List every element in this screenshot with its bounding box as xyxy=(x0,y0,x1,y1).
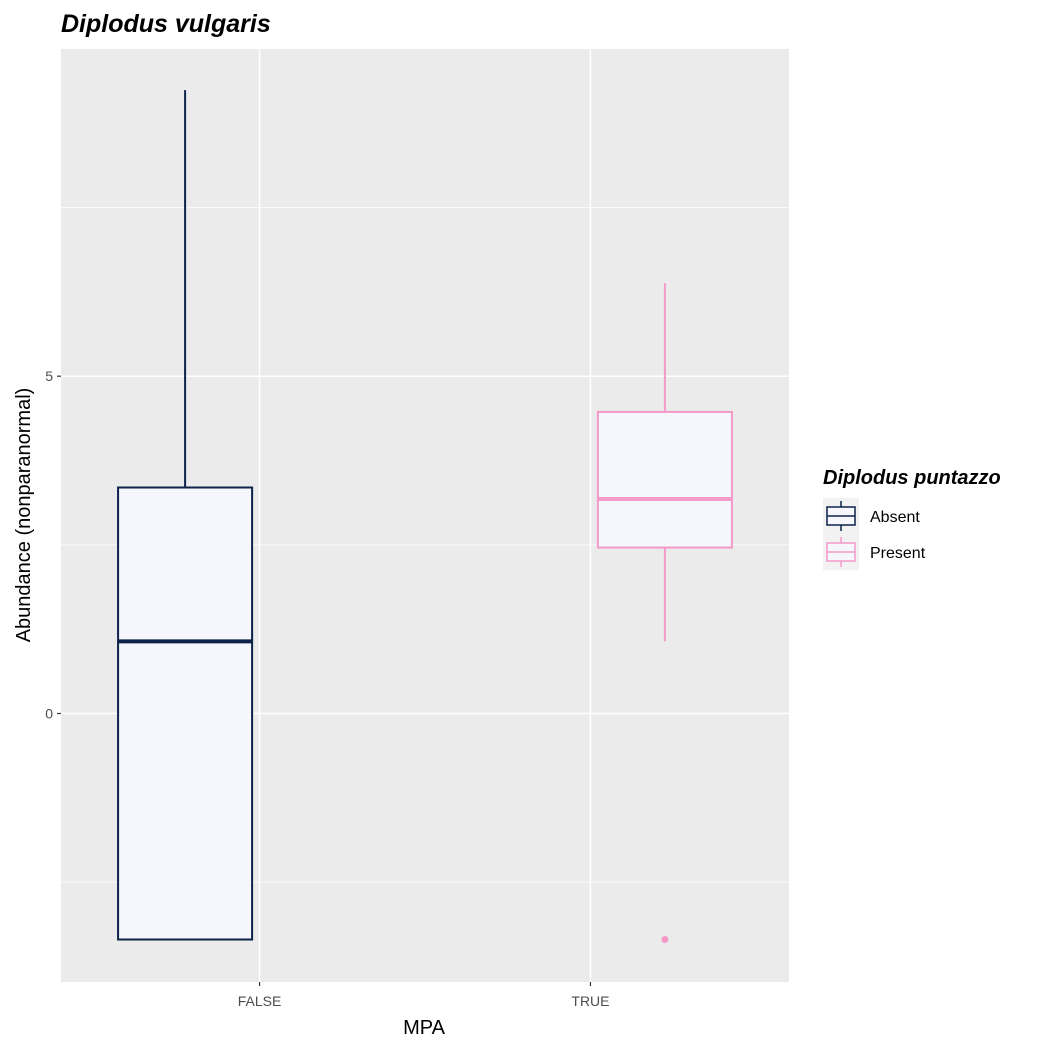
legend-key-present: Present xyxy=(823,534,926,570)
legend-key-absent: Absent xyxy=(823,498,920,534)
y-tick-label: 0 xyxy=(45,706,53,722)
x-tick-label: TRUE xyxy=(571,993,609,1009)
x-axis-ticks: FALSE TRUE xyxy=(238,982,610,1009)
boxplots xyxy=(117,90,733,943)
legend-label: Present xyxy=(870,545,926,562)
x-tick-label: FALSE xyxy=(238,993,282,1009)
x-axis-title: MPA xyxy=(403,1017,446,1039)
y-tick-label: 5 xyxy=(45,368,53,384)
legend-title: Diplodus puntazzo xyxy=(823,467,1001,489)
y-axis-ticks: 05 xyxy=(45,368,61,722)
y-axis-title: Abundance (nonparanormal) xyxy=(13,388,35,643)
chart-title: Diplodus vulgaris xyxy=(61,10,271,38)
outlier-point xyxy=(661,935,669,943)
box xyxy=(117,486,254,941)
boxplot-present-true xyxy=(596,283,733,943)
boxplot-absent-false xyxy=(117,90,254,941)
legend-label: Absent xyxy=(870,509,920,526)
legend: Diplodus puntazzo Absent Present xyxy=(823,467,1001,570)
box xyxy=(596,410,733,549)
